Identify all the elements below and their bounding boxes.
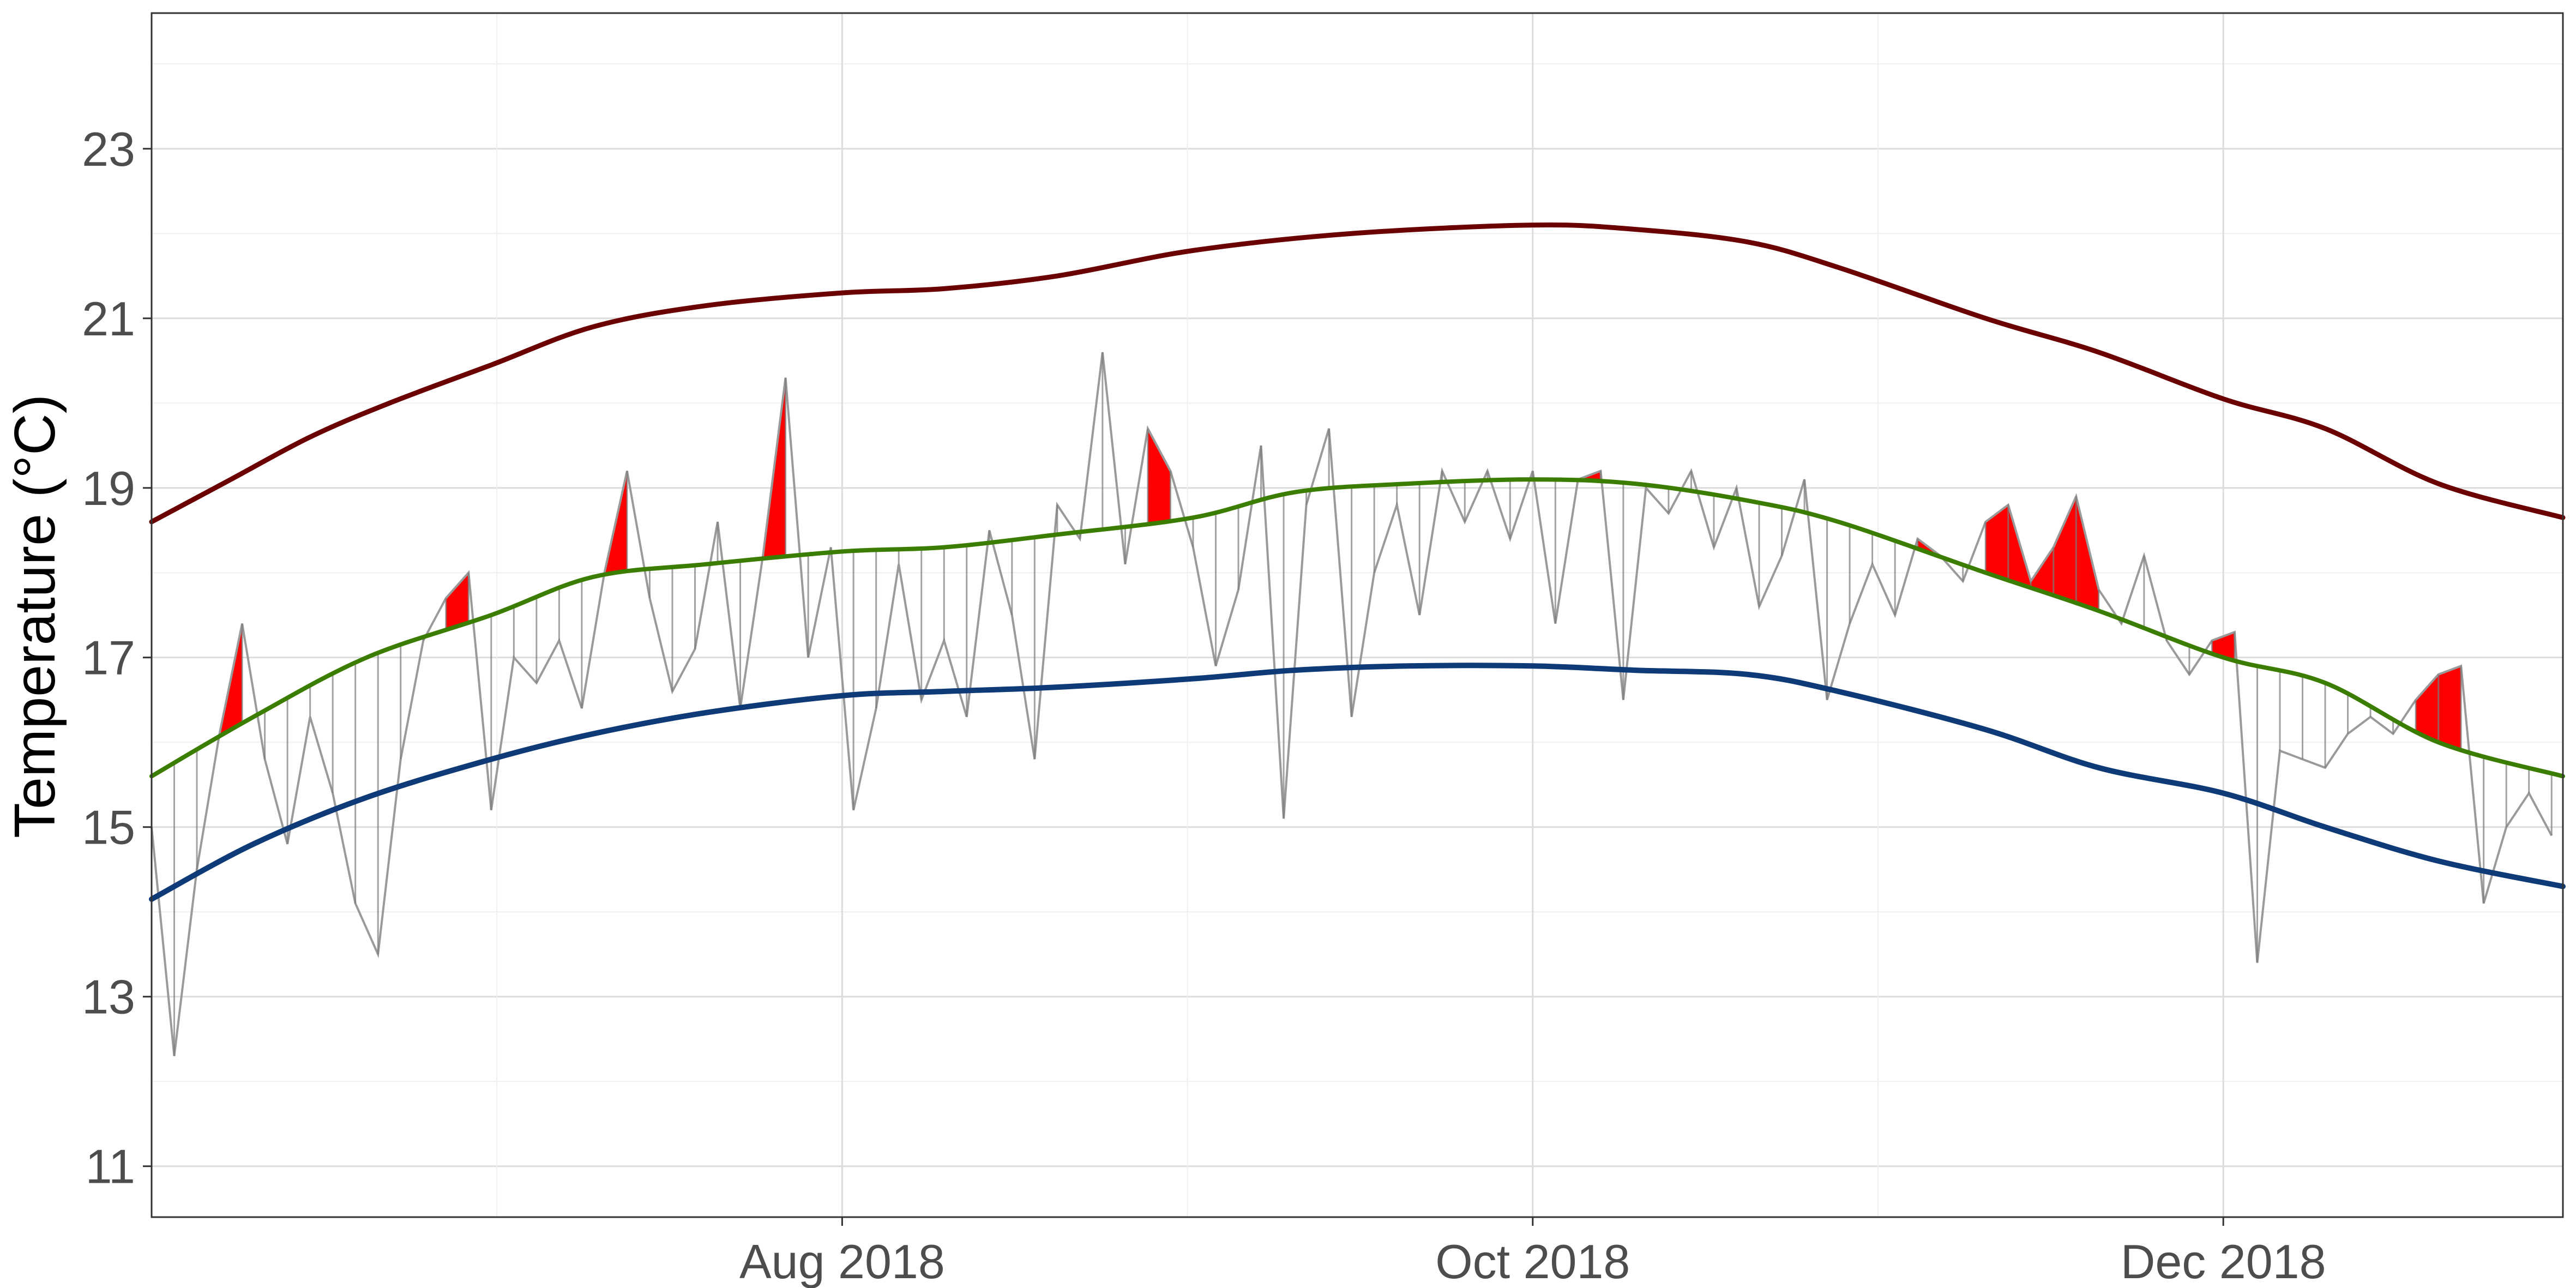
y-axis-title: Temperature (°C) (3, 394, 67, 838)
x-tick-label: Dec 2018 (2121, 1235, 2326, 1288)
x-tick-label: Oct 2018 (1435, 1235, 1630, 1288)
y-tick-label: 11 (86, 1140, 135, 1194)
y-tick-label: 15 (82, 801, 135, 854)
y-tick-label: 13 (82, 970, 135, 1024)
x-axis-ticks: Aug 2018 Oct 2018 Dec 2018 (739, 1217, 2326, 1288)
x-tick-label: Aug 2018 (739, 1235, 945, 1288)
daily-temperature-series (151, 352, 2553, 1056)
reference-lines (149, 222, 2566, 902)
plot-border (151, 12, 2564, 1218)
y-tick-label: 17 (82, 631, 135, 685)
heatwave-area (446, 573, 469, 631)
y-tick-label: 19 (82, 461, 135, 515)
heatwave-area (1147, 428, 1171, 523)
y-tick-label: 21 (82, 292, 135, 346)
series-line-climatology (149, 663, 2566, 902)
y-axis-ticks: 11 13 15 17 19 21 23 (82, 122, 152, 1194)
series-line-seasonal-mean (149, 477, 2565, 779)
y-tick-label: 23 (82, 122, 135, 176)
series-line-threshold (149, 222, 2566, 525)
